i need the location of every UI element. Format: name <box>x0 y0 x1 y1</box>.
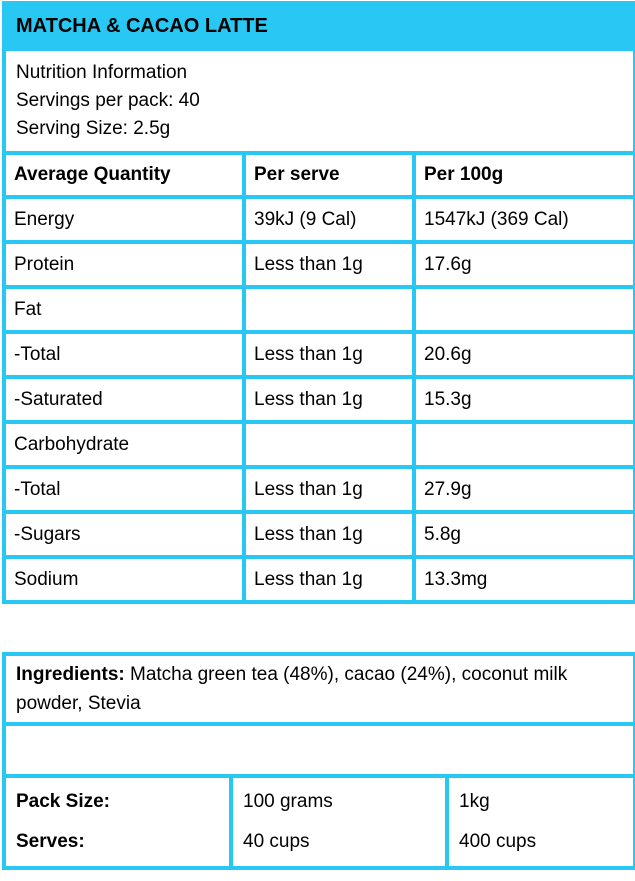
per-serve-cell: Less than 1g <box>242 240 416 289</box>
pack-size-value-100g: 100 grams <box>243 791 333 812</box>
per-serve-cell: Less than 1g <box>242 375 416 424</box>
column-header-per-100g: Per 100g <box>411 151 635 199</box>
per-serve-cell: Less than 1g <box>242 330 416 379</box>
nutrition-info-heading: Nutrition Information <box>16 62 188 83</box>
pack-size-row: Pack Size: Serves: 100 grams 40 cups 1kg… <box>2 774 635 870</box>
pack-size-label: Pack Size: <box>16 791 110 812</box>
empty-cell <box>2 722 635 778</box>
per-100g-cell: 17.6g <box>411 240 635 289</box>
nutrient-name-cell: Energy <box>2 195 246 244</box>
per-serve-cell <box>242 285 416 334</box>
nutrient-name-cell: Fat <box>2 285 246 334</box>
per-serve-cell: Less than 1g <box>242 465 416 514</box>
table-row-sugars: -Sugars Less than 1g 5.8g <box>2 510 635 559</box>
per-100g-cell: 1547kJ (369 Cal) <box>411 195 635 244</box>
serves-value-1kg: 400 cups <box>459 831 537 852</box>
per-100g-cell: 13.3mg <box>411 555 635 604</box>
table-row-fat: Fat <box>2 285 635 334</box>
nutrient-name-cell: Protein <box>2 240 246 289</box>
table-row-carbohydrate: Carbohydrate <box>2 420 635 469</box>
per-100g-cell <box>411 420 635 469</box>
pack-1kg-cell: 1kg 400 cups <box>445 774 635 870</box>
table-row-fat-total: -Total Less than 1g 20.6g <box>2 330 635 379</box>
pack-100g-cell: 100 grams 40 cups <box>229 774 449 870</box>
nutrient-name-cell: -Saturated <box>2 375 246 424</box>
servings-per-pack: Servings per pack: 40 <box>16 90 200 111</box>
pack-labels-cell: Pack Size: Serves: <box>2 774 233 870</box>
ingredients-cell: Ingredients: Matcha green tea (48%), cac… <box>2 652 635 726</box>
pack-size-value-1kg: 1kg <box>459 791 490 812</box>
nutrient-name-cell: -Sugars <box>2 510 246 559</box>
per-100g-cell: 5.8g <box>411 510 635 559</box>
serves-label: Serves: <box>16 831 85 852</box>
column-header-per-serve: Per serve <box>242 151 416 199</box>
ingredients-row: Ingredients: Matcha green tea (48%), cac… <box>2 652 635 726</box>
per-100g-cell <box>411 285 635 334</box>
table-row-energy: Energy 39kJ (9 Cal) 1547kJ (369 Cal) <box>2 195 635 244</box>
nutrient-name-cell: Sodium <box>2 555 246 604</box>
per-serve-cell: Less than 1g <box>242 555 416 604</box>
serving-size: Serving Size: 2.5g <box>16 118 171 139</box>
spacer-row <box>2 722 635 778</box>
ingredients-label: Ingredients: <box>16 664 125 685</box>
nutrition-info-cell: Nutrition Information Servings per pack:… <box>1 47 635 155</box>
per-100g-cell: 27.9g <box>411 465 635 514</box>
nutrient-name-cell: -Total <box>2 465 246 514</box>
table-row-carb-total: -Total Less than 1g 27.9g <box>2 465 635 514</box>
per-serve-cell: 39kJ (9 Cal) <box>242 195 416 244</box>
per-serve-cell: Less than 1g <box>242 510 416 559</box>
nutrient-name-cell: -Total <box>2 330 246 379</box>
per-100g-cell: 15.3g <box>411 375 635 424</box>
ingredients-pack-table: Ingredients: Matcha green tea (48%), cac… <box>2 652 635 870</box>
column-header-average-quantity: Average Quantity <box>2 151 246 199</box>
serves-value-100g: 40 cups <box>243 831 310 852</box>
product-title: MATCHA & CACAO LATTE <box>1 1 635 51</box>
table-row-sodium: Sodium Less than 1g 13.3mg <box>2 555 635 604</box>
table-row-protein: Protein Less than 1g 17.6g <box>2 240 635 289</box>
per-100g-cell: 20.6g <box>411 330 635 379</box>
ingredients-text: Matcha green tea (48%), cacao (24%), coc… <box>16 664 568 714</box>
table-header-row: Average Quantity Per serve Per 100g <box>2 151 635 199</box>
nutrient-name-cell: Carbohydrate <box>2 420 246 469</box>
nutrition-table: MATCHA & CACAO LATTE Nutrition Informati… <box>1 1 635 604</box>
table-row-fat-saturated: -Saturated Less than 1g 15.3g <box>2 375 635 424</box>
per-serve-cell <box>242 420 416 469</box>
